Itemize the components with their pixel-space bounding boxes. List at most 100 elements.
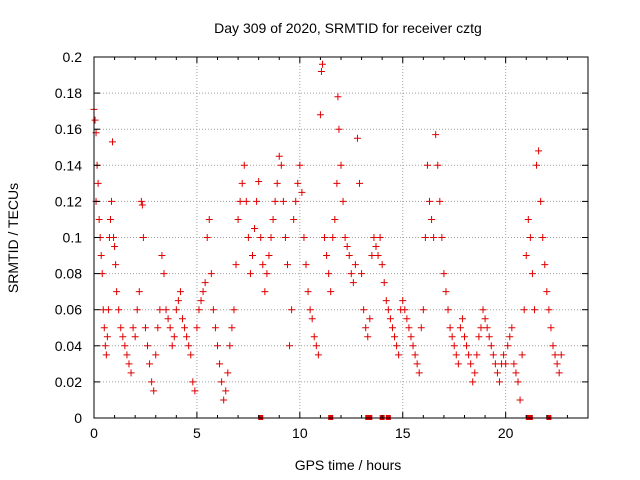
data-point [317, 67, 325, 75]
data-point [446, 324, 454, 332]
data-point [434, 161, 442, 169]
data-point [345, 252, 353, 260]
data-point [154, 324, 162, 332]
data-point [335, 125, 343, 133]
data-point [214, 342, 221, 350]
data-point [477, 324, 485, 332]
data-point [95, 215, 103, 223]
data-point [502, 360, 510, 368]
y-tick-label: 0.02 [55, 374, 82, 390]
data-point [432, 131, 440, 139]
data-point [121, 342, 129, 350]
data-point [500, 351, 508, 359]
data-point [465, 351, 473, 359]
data-point [273, 179, 281, 187]
y-tick-label: 0.04 [55, 338, 82, 354]
data-point [148, 378, 156, 386]
data-point [395, 351, 403, 359]
y-tick-label: 0.18 [55, 85, 82, 101]
data-point [316, 111, 324, 119]
data-point [454, 360, 462, 368]
data-point [236, 197, 244, 205]
data-point [481, 315, 489, 323]
data-point [242, 197, 250, 205]
data-point [541, 261, 549, 269]
x-tick-label: 15 [395, 425, 411, 441]
axis-ticks [93, 56, 588, 419]
data-point [458, 315, 466, 323]
data-point [113, 288, 121, 296]
data-point [109, 138, 117, 146]
data-point [334, 93, 342, 101]
data-point [101, 342, 109, 350]
data-point [164, 315, 172, 323]
data-point [495, 378, 503, 386]
y-tick-label: 0.12 [55, 193, 82, 209]
data-point [166, 324, 174, 332]
y-tick-label: 0.08 [55, 266, 82, 282]
data-point [267, 234, 275, 241]
data-point [378, 261, 386, 269]
chart-title: Day 309 of 2020, SRMTID for receiver czt… [214, 20, 482, 36]
data-point [475, 333, 483, 341]
data-point [246, 270, 254, 278]
data-point [222, 387, 230, 395]
data-point [255, 178, 263, 186]
data-point [440, 270, 448, 278]
data-point [522, 252, 530, 260]
data-point [430, 234, 438, 241]
data-point [376, 234, 384, 241]
data-point [327, 288, 335, 296]
data-point [269, 215, 277, 223]
data-point [473, 351, 481, 359]
data-point [329, 234, 337, 241]
data-point [514, 378, 522, 386]
data-point [152, 351, 160, 359]
x-tick-label: 20 [498, 425, 514, 441]
data-point [491, 360, 499, 368]
data-point [181, 324, 189, 332]
x-tick-label: 10 [292, 425, 308, 441]
data-point [380, 279, 388, 287]
data-point [94, 179, 102, 187]
data-point [127, 369, 135, 377]
data-point [374, 252, 382, 260]
data-point [138, 201, 146, 209]
data-point [288, 306, 296, 314]
data-point [318, 60, 326, 68]
data-point [471, 369, 479, 377]
data-point [413, 360, 421, 368]
x-tick-label: 0 [90, 425, 98, 441]
data-point [261, 288, 269, 296]
data-point [551, 351, 559, 359]
data-point [259, 261, 267, 269]
x-tick-label: 5 [193, 425, 201, 441]
data-point [183, 333, 191, 341]
data-point [201, 279, 209, 287]
y-axis-title: SRMTID / TECUs [5, 183, 21, 293]
data-point [119, 333, 127, 341]
data-point [308, 315, 316, 323]
data-point [537, 197, 545, 205]
data-point [362, 324, 370, 332]
data-point [131, 333, 139, 341]
data-point [469, 378, 477, 386]
data-point [275, 152, 283, 160]
data-point [306, 306, 314, 314]
data-point [298, 188, 306, 196]
data-point [281, 234, 289, 241]
data-point [220, 396, 228, 404]
data-point [107, 197, 115, 205]
data-point [506, 333, 514, 341]
data-point [174, 297, 182, 305]
data-point [197, 297, 205, 305]
data-point [179, 315, 187, 323]
data-point [547, 324, 555, 332]
data-point [216, 360, 224, 368]
data-point [448, 333, 456, 341]
data-point [294, 179, 302, 187]
data-point [189, 378, 197, 386]
data-point [158, 252, 166, 260]
data-point [483, 324, 491, 332]
data-point [467, 360, 475, 368]
